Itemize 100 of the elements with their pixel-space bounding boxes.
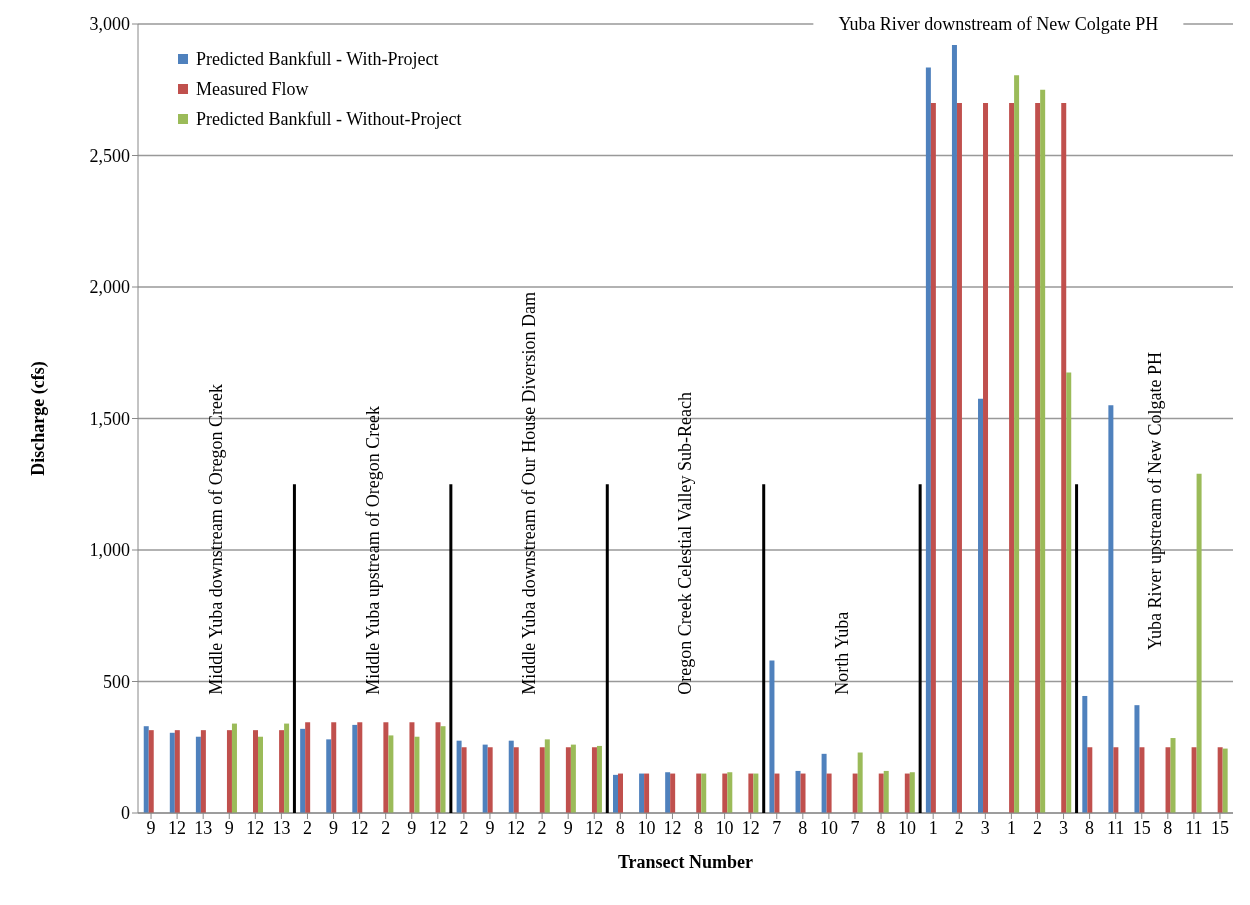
bar [1191,747,1197,813]
x-tick-label: 12 [246,817,265,838]
x-tick-label: 10 [898,817,917,838]
x-tick-label: 8 [1163,817,1173,838]
bar [795,770,801,813]
bar [753,773,759,813]
x-tick-label: 12 [350,817,369,838]
bar [565,747,571,813]
bar [1066,372,1072,813]
x-tick-label: 15 [1210,817,1229,838]
x-tick-label: 8 [798,817,808,838]
x-tick-label: 1 [928,817,938,838]
x-tick-label: 10 [819,817,838,838]
bar [461,747,467,813]
bar [435,722,441,813]
bar [1165,747,1171,813]
bar [821,753,827,813]
bar [727,772,733,813]
bar [1087,747,1093,813]
bar [440,726,446,813]
x-axis-title: Transect Number [617,852,754,872]
bar [1134,705,1140,813]
x-tick-label: 2 [1032,817,1042,838]
bar [539,747,545,813]
bar [644,773,650,813]
bar [613,774,619,813]
bar [909,772,915,813]
bar [253,730,259,813]
bar [774,773,780,813]
x-tick-label: 3 [980,817,990,838]
x-tick-label: 11 [1185,817,1203,838]
bar [352,724,358,813]
bar [696,773,702,813]
bar [388,735,394,813]
x-tick-label: 7 [772,817,782,838]
x-tick-label: 2 [537,817,547,838]
bar [195,736,201,813]
bar [231,723,237,813]
bar [570,744,576,813]
legend-label: Predicted Bankfull - Without-Project [196,108,462,131]
bar [800,773,806,813]
legend-label: Measured Flow [196,78,309,101]
annotation: Oregon Creek Celestial Valley Sub-Reach [675,392,696,695]
y-tick-label: 0 [121,803,130,824]
bar [852,773,858,813]
bar [983,102,989,813]
x-tick-label: 12 [428,817,447,838]
x-tick-label: 9 [485,817,495,838]
x-tick-label: 15 [1132,817,1151,838]
bar [591,747,597,813]
bar [513,747,519,813]
x-tick-label: 12 [663,817,682,838]
annotation: Yuba River downstream of New Colgate PH [838,14,1159,34]
bar [748,773,754,813]
bar [143,726,149,813]
bar [826,773,832,813]
x-tick-label: 8 [1085,817,1095,838]
y-tick-label: 1,000 [89,540,130,561]
bar [639,773,645,813]
bar [1222,748,1228,813]
bar [1113,747,1119,813]
bar [331,722,337,813]
bar [174,730,180,813]
bar [487,747,493,813]
bar [284,723,290,813]
bar [200,730,206,813]
x-tick-label: 10 [715,817,734,838]
bar [148,730,154,813]
x-tick-label: 8 [876,817,886,838]
y-tick-label: 3,000 [89,14,130,35]
y-tick-label: 1,500 [89,408,130,429]
x-tick-label: 11 [1107,817,1125,838]
bar [618,773,624,813]
x-tick-label: 10 [637,817,656,838]
bar [1009,102,1015,813]
bar [300,728,306,813]
x-tick-label: 9 [224,817,234,838]
x-tick-label: 13 [194,817,213,838]
legend-label: Predicted Bankfull - With-Project [196,48,439,71]
x-tick-label: 2 [459,817,469,838]
bar [1082,695,1088,813]
bar [978,398,984,813]
bar [1108,405,1114,813]
bar [226,730,232,813]
bar [930,102,936,813]
x-tick-label: 12 [741,817,760,838]
x-tick-label: 2 [954,817,964,838]
x-tick-label: 2 [381,817,391,838]
annotation: Middle Yuba downstream of Oregon Creek [206,383,227,695]
bar [1035,102,1041,813]
y-tick-label: 2,500 [89,145,130,166]
y-tick-label: 2,000 [89,277,130,298]
bar [925,67,931,813]
bar [279,730,285,813]
bar [305,722,311,813]
bar [169,732,175,813]
x-tick-label: 2 [302,817,312,838]
bar [409,722,415,813]
bar [357,722,363,813]
bar [878,773,884,813]
